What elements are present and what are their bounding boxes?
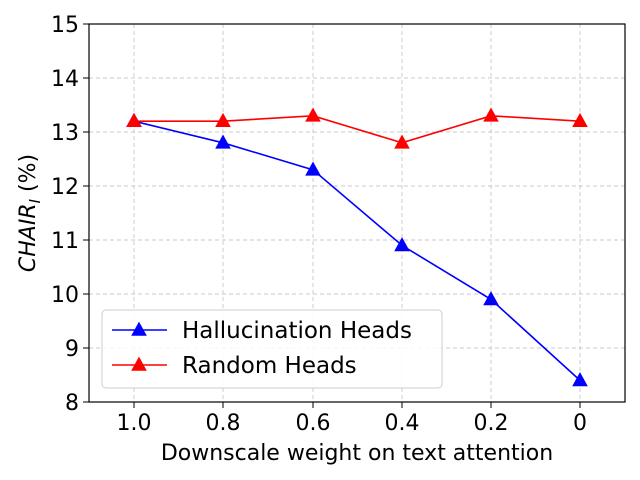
- data-point: [215, 134, 231, 149]
- legend-box: [101, 309, 443, 389]
- y-axis-label-subscript: I: [26, 198, 44, 203]
- data-point: [572, 372, 588, 387]
- data-point: [215, 112, 231, 127]
- series-line: [133, 120, 581, 381]
- x-tick-label: 0.8: [206, 411, 241, 436]
- axis-ticks: 8 9 10 11 12 13 14 15 1.0 0.8 0.6 0.4 0.2 0: [51, 13, 587, 436]
- x-tick-label: 0.2: [474, 411, 509, 436]
- y-axis-label-main: CHAIR: [16, 203, 41, 272]
- plot-area: [88, 23, 626, 403]
- data-point: [572, 112, 588, 127]
- data-point: [483, 291, 499, 306]
- series-line: [134, 114, 581, 144]
- legend-marker: [131, 321, 147, 336]
- y-tick-label: 10: [51, 283, 79, 308]
- y-axis-label-unit: (%): [16, 154, 41, 199]
- y-tick-label: 14: [51, 67, 79, 92]
- data-point: [394, 134, 410, 149]
- x-tick-label: 0: [573, 411, 587, 436]
- series-lines: [126, 107, 588, 387]
- x-tick-label: 0.4: [385, 411, 420, 436]
- y-tick-label: 8: [65, 391, 79, 416]
- data-point: [483, 107, 499, 122]
- y-tick-label: 9: [65, 337, 79, 362]
- legend-label: Random Heads: [182, 353, 357, 379]
- series-random-heads: [126, 107, 588, 149]
- y-tick-label: 11: [51, 229, 79, 254]
- legend-label: Hallucination Heads: [182, 318, 412, 344]
- y-axis-label: CHAIRI (%): [16, 154, 44, 272]
- y-tick-label: 13: [51, 121, 79, 146]
- x-axis-label: Downscale weight on text attention: [161, 441, 553, 466]
- y-tick-label: 15: [51, 13, 79, 38]
- data-point: [126, 112, 142, 127]
- data-point: [305, 107, 321, 122]
- data-point: [305, 161, 321, 176]
- y-tick-label: 12: [51, 175, 79, 200]
- x-tick-label: 1.0: [117, 411, 152, 436]
- legend: Hallucination Heads Random Heads: [101, 309, 443, 389]
- x-tick-label: 0.6: [296, 411, 331, 436]
- legend-marker: [131, 356, 147, 371]
- data-point: [394, 237, 410, 252]
